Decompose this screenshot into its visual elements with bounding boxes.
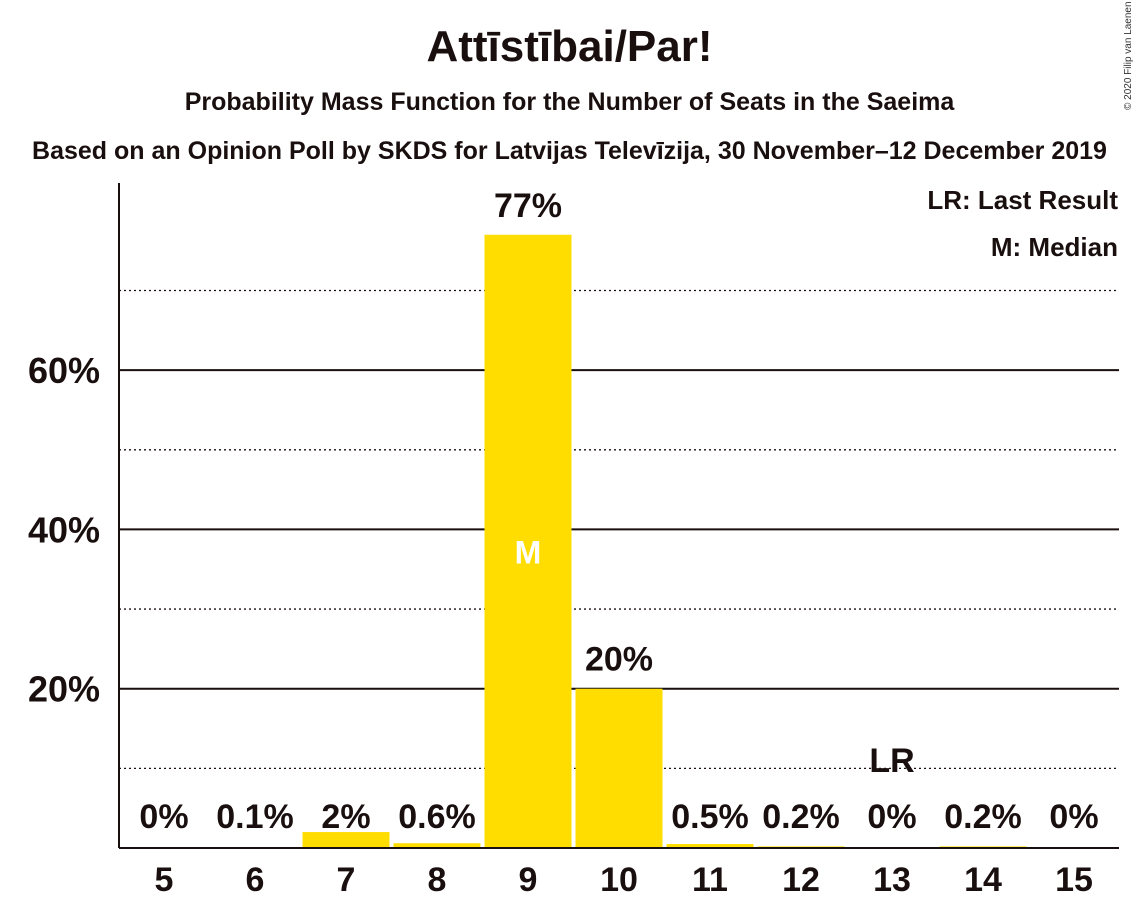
x-tick-label: 10 [600,861,638,899]
bar [393,843,481,848]
x-tick-label: 12 [782,861,820,899]
data-label: 0.2% [944,798,1022,836]
chart-title: Attīstībai/Par! [426,22,713,71]
chart-subtitle: Probability Mass Function for the Number… [184,88,955,116]
x-tick-label: 15 [1055,861,1093,899]
y-tick-label: 20% [28,669,100,710]
data-label: 0.2% [762,798,840,836]
data-label: 0% [867,798,916,836]
median-marker: M [515,534,542,570]
data-label: 20% [585,641,653,679]
x-tick-label: 5 [155,861,174,899]
x-tick-label: 14 [964,861,1002,899]
chart-source-subtitle: Based on an Opinion Poll by SKDS for Lat… [32,137,1107,165]
x-tick-label: 13 [873,861,911,899]
x-tick-label: 6 [246,861,265,899]
x-tick-label: 11 [692,861,728,899]
bar [666,844,754,848]
data-label: 77% [494,187,562,225]
data-label: 0% [139,798,188,836]
legend-last-result: LR: Last Result [927,185,1118,215]
y-tick-label: 60% [28,350,100,391]
bar [302,832,390,848]
data-label: 2% [321,798,370,836]
x-tick-label: 9 [519,861,538,899]
last-result-marker: LR [869,742,914,780]
legend-median: M: Median [990,232,1118,262]
data-label: 0.6% [398,798,476,836]
bar [575,688,663,848]
data-label: 0.5% [671,798,749,836]
bar [484,234,572,848]
x-tick-label: 7 [337,861,356,899]
data-label: 0% [1049,798,1098,836]
x-tick-label: 8 [428,861,447,899]
data-label: 0.1% [216,798,294,836]
y-tick-label: 40% [28,509,100,550]
